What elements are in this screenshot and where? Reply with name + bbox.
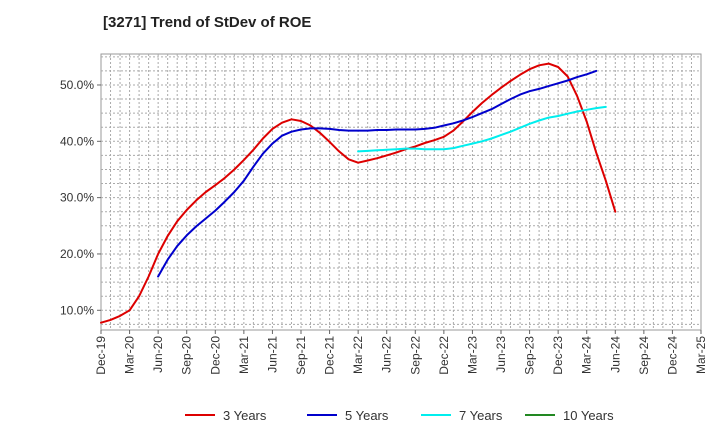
x-tick-label: Sep-24 bbox=[637, 336, 651, 375]
x-tick-label: Mar-21 bbox=[237, 336, 251, 374]
x-tick-label: Mar-20 bbox=[123, 336, 137, 374]
x-tick-label: Dec-19 bbox=[94, 336, 108, 375]
y-tick-label: 30.0% bbox=[60, 191, 94, 205]
plot-area bbox=[100, 53, 702, 331]
x-tick-label: Sep-22 bbox=[408, 336, 422, 375]
y-tick-label: 40.0% bbox=[60, 134, 94, 148]
series-line-5-years bbox=[157, 69, 598, 278]
x-tick-label: Mar-23 bbox=[465, 336, 479, 374]
x-tick-label: Sep-20 bbox=[180, 336, 194, 375]
y-axis: 10.0% 20.0% 30.0% 40.0% 50.0% bbox=[60, 78, 101, 317]
series-lines bbox=[100, 62, 617, 324]
y-tick-label: 10.0% bbox=[60, 303, 94, 317]
series-line-7-years bbox=[357, 105, 607, 153]
y-tick-label: 20.0% bbox=[60, 247, 94, 261]
x-tick-label: Mar-24 bbox=[580, 336, 594, 374]
series-line-3-years bbox=[100, 62, 617, 324]
y-tick-label: 50.0% bbox=[60, 78, 94, 92]
legend-label-7-years: 7 Years bbox=[459, 408, 503, 423]
grid-lines bbox=[101, 54, 701, 330]
legend-label-3-years: 3 Years bbox=[223, 408, 267, 423]
x-tick-label: Jun-24 bbox=[608, 336, 622, 373]
legend: 3 Years 5 Years 7 Years 10 Years bbox=[185, 408, 614, 423]
x-tick-label: Mar-25 bbox=[694, 336, 708, 374]
x-tick-label: Jun-20 bbox=[151, 336, 165, 373]
x-tick-label: Mar-22 bbox=[351, 336, 365, 374]
x-tick-label: Dec-23 bbox=[551, 336, 565, 375]
x-tick-label: Dec-20 bbox=[208, 336, 222, 375]
legend-label-10-years: 10 Years bbox=[563, 408, 614, 423]
x-tick-label: Jun-21 bbox=[265, 336, 279, 373]
x-tick-label: Jun-23 bbox=[494, 336, 508, 373]
x-axis: Dec-19 Mar-20 Jun-20 Sep-20 Dec-20 Mar-21 Jun-… bbox=[94, 330, 708, 375]
x-tick-label: Jun-22 bbox=[380, 336, 394, 373]
x-tick-label: Dec-21 bbox=[323, 336, 337, 375]
x-tick-label: Dec-24 bbox=[665, 336, 679, 375]
x-tick-label: Sep-23 bbox=[523, 336, 537, 375]
legend-label-5-years: 5 Years bbox=[345, 408, 389, 423]
x-tick-label: Sep-21 bbox=[294, 336, 308, 375]
x-tick-label: Dec-22 bbox=[437, 336, 451, 375]
chart-title: [3271] Trend of StDev of ROE bbox=[103, 14, 312, 31]
